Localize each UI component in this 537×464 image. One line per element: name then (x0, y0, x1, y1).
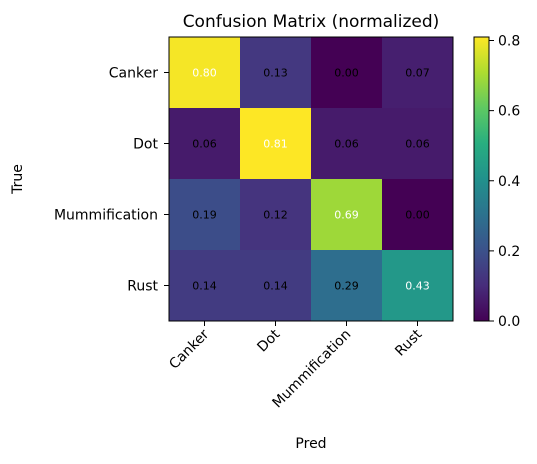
cell-value-label: 0.12 (263, 209, 288, 222)
heatmap-cell (311, 37, 383, 109)
heatmap-cell (169, 179, 241, 251)
x-tick-label: Rust (392, 326, 425, 359)
heatmap-cell (169, 108, 241, 180)
y-tick-label: Dot (133, 137, 158, 153)
cell-value-label: 0.69 (334, 209, 359, 222)
heatmap-cell (382, 250, 454, 322)
colorbar-tick-label: 0.2 (498, 244, 520, 260)
y-tick-label: Rust (127, 279, 158, 295)
heatmap-cell (382, 37, 454, 109)
cell-value-label: 0.14 (192, 280, 217, 293)
colorbar-tick-label: 0.0 (498, 314, 520, 330)
heatmap-cell (240, 37, 312, 109)
cell-value-label: 0.06 (405, 138, 430, 151)
cell-value-label: 0.19 (192, 209, 217, 222)
heatmap-cell (240, 179, 312, 251)
heatmap-cell (169, 37, 241, 109)
cell-value-label: 0.00 (334, 67, 359, 80)
cell-value-label: 0.07 (405, 67, 430, 80)
colorbar (473, 36, 490, 322)
y-axis-ticks: Canker Dot Mummification Rust (54, 66, 169, 295)
cell-value-label: 0.29 (334, 280, 359, 293)
heatmap-cell (169, 250, 241, 322)
cell-value-label: 0.13 (263, 67, 288, 80)
colorbar-tick-label: 0.6 (498, 104, 520, 120)
plot-frame (168, 36, 454, 322)
heatmap-cell (382, 108, 454, 180)
heatmap-cell (311, 108, 383, 180)
heatmap-cell (240, 108, 312, 180)
colorbar-tick-label: 0.8 (498, 34, 520, 50)
x-tick-label: Dot (254, 326, 283, 355)
chart-title: Confusion Matrix (normalized) (183, 12, 440, 32)
cell-value-label: 0.43 (405, 280, 430, 293)
cell-value-label: 0.06 (192, 138, 217, 151)
cell-value-label: 0.00 (405, 209, 430, 222)
heatmap-cell (240, 250, 312, 322)
heatmap-cell-labels: 0.80 0.13 0.00 0.07 0.06 0.81 0.06 0.06 0.19 0.12… (192, 67, 430, 293)
heatmap-cell (311, 250, 383, 322)
y-tick-label: Mummification (54, 208, 158, 224)
colorbar-ticks: 0.0 0.2 0.4 0.6 0.8 (489, 34, 520, 330)
heatmap-cell (382, 179, 454, 251)
cell-value-label: 0.06 (334, 138, 359, 151)
cell-value-label: 0.14 (263, 280, 288, 293)
x-axis-label: Pred (295, 436, 326, 452)
x-tick-label: Canker (166, 326, 212, 372)
heatmap-cells (169, 37, 454, 322)
cell-value-label: 0.81 (263, 138, 288, 151)
cell-value-label: 0.80 (192, 67, 217, 80)
colorbar-tick-label: 0.4 (498, 174, 520, 190)
heatmap-cell (311, 179, 383, 251)
y-axis-label: True (10, 164, 26, 195)
x-tick-label: Mummification (269, 327, 354, 412)
y-tick-label: Canker (109, 66, 158, 82)
